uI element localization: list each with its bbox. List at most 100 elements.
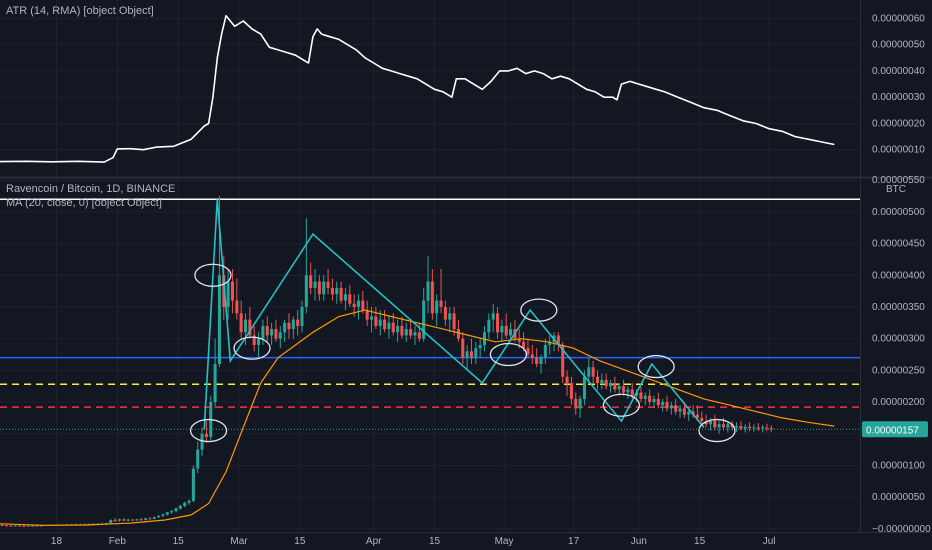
candle-body [278,332,282,339]
candle-body [117,519,122,521]
candle-body [487,319,491,333]
candle-body [726,424,730,428]
candle-body [648,395,652,403]
candle-body [257,338,261,345]
candle-body [139,519,143,521]
candle-body [704,421,708,425]
candle-body [243,319,248,333]
candle-body [261,325,265,339]
candlestick-series [0,196,773,527]
price-y-tick-label: 0.00000450 [872,239,925,250]
time-tick-label: Jun [631,536,647,547]
candle-body [326,281,330,288]
price-y-tick-label: 0.00000200 [872,397,925,408]
atr-y-tick-label: 0.00000050 [872,40,925,51]
candle-body [556,335,560,345]
candle-body [187,500,191,503]
pattern-drawings[interactable] [203,199,705,430]
candle-body [582,376,586,399]
time-tick-label: Apr [366,536,382,547]
candle-body [148,518,152,520]
candle-body [609,383,613,387]
candle-body [391,322,395,333]
price-y-tick-label: 0.00000500 [872,207,925,218]
candle-body [474,348,478,358]
atr-legend[interactable]: ATR (14, RMA) [object Object] [6,5,154,17]
atr-line [0,15,835,163]
time-tick-label: Feb [109,536,127,547]
candle-body [252,335,256,345]
candle-body [548,341,552,345]
candle-body [283,322,287,333]
time-tick-label: 15 [294,536,306,547]
candle-body [157,515,161,518]
atr-y-tick-label: 0.00000010 [872,145,925,156]
candle-body [543,344,547,358]
candle-body [713,421,717,428]
candle-body [417,332,421,339]
candle-body [409,329,413,336]
candle-body [565,376,569,384]
candle-body [430,281,434,314]
candle-body [113,519,117,521]
highlight-ellipse [189,418,228,443]
ma-legend[interactable]: MA (20, close, 0) [object Object] [6,197,162,209]
candle-body [348,294,352,304]
ma-series [0,309,835,526]
candle-body [435,300,439,314]
candle-body [752,427,756,429]
candle-body [613,383,617,390]
candle-body [404,329,408,336]
candle-body [235,300,239,314]
candle-body [730,424,734,428]
candle-body [135,519,139,521]
candle-body [126,519,130,521]
candle-body [674,405,678,412]
candle-body [735,426,739,428]
candle-body [18,525,22,527]
atr-grid [0,17,860,151]
highlight-ellipses[interactable] [189,263,736,443]
price-y-tick-label: 0.00000400 [872,270,925,281]
candle-body [656,398,660,406]
atr-plot [0,15,835,163]
candle-body [400,325,404,336]
candle-body [652,398,656,403]
candle-body [356,300,361,307]
price-legend-title[interactable]: Ravencoin / Bitcoin, 1D, BINANCE [6,183,176,195]
candle-body [721,424,726,428]
candle-body [500,325,504,333]
candle-body [622,386,626,393]
candle-body [682,408,686,415]
candle-body [561,344,565,377]
candle-body [265,325,269,336]
candle-body [230,281,234,301]
candle-body [504,325,508,336]
candle-body [196,449,200,469]
candle-body [317,281,321,295]
candle-body [222,275,226,307]
candle-body [526,348,530,355]
candle-body [661,402,665,406]
horizontal-levels[interactable] [0,198,860,408]
candle-body [439,300,443,307]
price-y-tick-label: 0.00000100 [872,460,925,471]
candle-body [248,319,252,336]
candle-body [9,525,13,527]
candle-body [687,411,691,415]
atr-y-axis: 0.00000060 0.00000050 0.00000040 0.00000030… [872,13,925,155]
candle-body [739,426,743,429]
price-y-tick-label: 0.00000550 [872,175,925,186]
candle-body [122,519,126,521]
candle-body [335,287,339,295]
candle-body [378,319,382,326]
candle-body [496,313,500,333]
candle-body [39,525,43,527]
candle-body [643,395,647,399]
highlight-ellipse [489,342,528,367]
candle-body [304,275,308,307]
candle-body [109,519,113,524]
candle-body [452,313,456,330]
highlight-ellipse [698,418,736,443]
